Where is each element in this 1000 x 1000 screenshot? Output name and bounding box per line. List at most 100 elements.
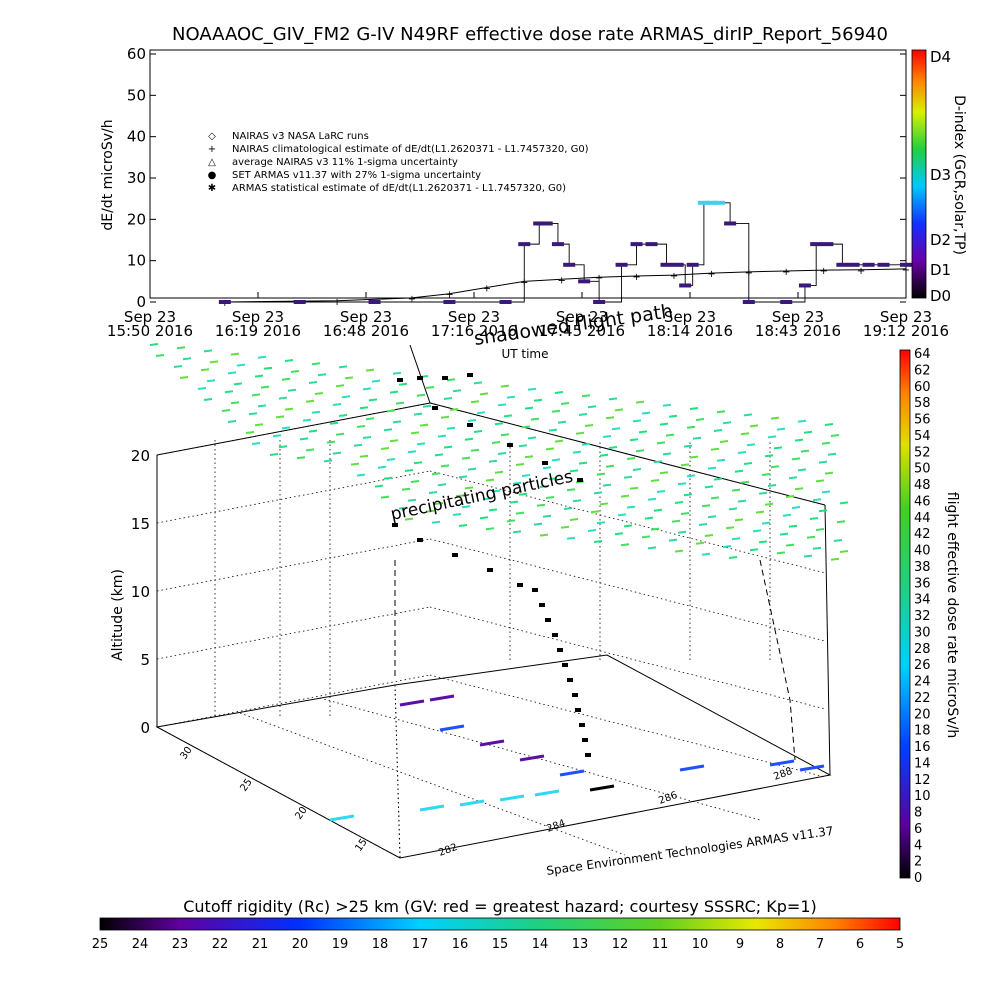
- precip-mark: [461, 505, 471, 509]
- floor-grid: [239, 712, 626, 856]
- legend-symbol: ●: [208, 170, 217, 181]
- precip-mark: [593, 540, 603, 543]
- precip-mark: [791, 457, 801, 461]
- precip-mark: [482, 497, 492, 501]
- precip-mark: [803, 554, 813, 558]
- precip-mark: [641, 535, 651, 539]
- track-point: [532, 588, 538, 592]
- precip-mark: [431, 472, 441, 476]
- precip-mark: [272, 434, 282, 438]
- precip-mark: [527, 387, 537, 391]
- precip-mark: [356, 425, 366, 428]
- precip-mark: [512, 530, 522, 534]
- precip-mark: [533, 398, 543, 402]
- nairas-point: +: [483, 284, 491, 295]
- precip-mark: [227, 420, 237, 423]
- precip-mark: [425, 386, 435, 389]
- precip-mark: [182, 357, 192, 361]
- rc-tick-label: 6: [856, 937, 864, 952]
- rc-tick-label: 21: [252, 937, 269, 952]
- precip-mark: [572, 450, 582, 454]
- precip-mark: [230, 401, 240, 405]
- precip-mark: [722, 545, 732, 548]
- dose-tick-label: 42: [914, 527, 931, 542]
- ground-track: [329, 694, 825, 822]
- track-point: [442, 376, 448, 380]
- precip-mark: [173, 365, 183, 368]
- track-point: [542, 461, 548, 465]
- ground-track-mark: [479, 739, 505, 747]
- precip-mark: [572, 499, 582, 503]
- dose-tick-label: 40: [914, 544, 931, 559]
- precip-mark: [500, 433, 510, 437]
- precip-mark: [251, 442, 261, 445]
- precip-mark: [629, 486, 639, 490]
- cutoff-rigidity-colorbar: [99, 917, 901, 931]
- precip-mark: [548, 428, 558, 432]
- precip-mark: [203, 398, 213, 401]
- rc-tick-label: 18: [372, 937, 389, 952]
- precip-mark: [674, 501, 684, 504]
- precip-mark: [269, 453, 279, 456]
- track-point: [432, 406, 438, 410]
- precip-mark: [782, 513, 792, 517]
- precip-mark: [410, 480, 420, 483]
- precip-mark: [374, 484, 384, 488]
- altitude-tick-label: 5: [140, 651, 150, 669]
- precip-mark: [731, 537, 741, 541]
- longitude-tick-label: 288: [772, 766, 794, 783]
- top-y-axis: 0 10 20 30 40 50 60: [127, 45, 906, 311]
- rc-tick-label: 23: [172, 937, 189, 952]
- precip-mark: [470, 448, 480, 452]
- precip-mark: [515, 511, 525, 515]
- top-y-tick-label: 30: [127, 169, 146, 187]
- nairas-point: +: [707, 269, 715, 280]
- precip-mark: [560, 402, 570, 405]
- armas-point: [847, 262, 860, 267]
- precip-mark: [287, 388, 297, 392]
- precip-mark: [365, 368, 375, 372]
- precip-mark: [809, 517, 819, 520]
- precip-mark: [818, 509, 828, 513]
- precip-mark: [605, 464, 615, 468]
- precip-mark: [518, 444, 528, 448]
- top-x-tick-label-date: Sep 23: [880, 308, 932, 326]
- precip-mark: [245, 431, 255, 434]
- precip-mark: [830, 557, 840, 561]
- precip-mark: [290, 370, 300, 373]
- precip-mark: [566, 488, 576, 492]
- top-x-tick-label-date: Sep 23: [124, 308, 176, 326]
- precip-mark: [578, 461, 588, 465]
- legend-symbol: ◇: [208, 131, 216, 142]
- dose-tick-label: 20: [914, 707, 931, 722]
- precip-mark: [521, 474, 531, 477]
- d-index-colorbar: [911, 49, 927, 299]
- ground-track-mark: [439, 724, 465, 732]
- precip-mark: [338, 414, 348, 417]
- altitude-grid-left: [156, 606, 431, 660]
- precip-mark: [317, 373, 327, 377]
- top-x-tick-label-time: 17:16 2016: [431, 322, 517, 340]
- precip-mark: [749, 424, 759, 428]
- dose-tick-label: 10: [914, 789, 931, 804]
- top-x-axis-label: UT time: [501, 347, 548, 361]
- precip-mark: [830, 434, 840, 437]
- d-index-tick-label: D2: [930, 231, 951, 249]
- dose-tick-label: 34: [914, 593, 931, 608]
- precip-mark: [776, 551, 786, 555]
- precip-mark: [203, 349, 213, 353]
- precip-mark: [257, 355, 267, 359]
- credit-label: Space Environment Technologies ARMAS v11…: [545, 824, 834, 878]
- precip-mark: [260, 385, 270, 389]
- floor-grid: [394, 684, 401, 859]
- precip-mark: [422, 404, 432, 408]
- precip-mark: [473, 430, 483, 433]
- precip-mark: [680, 463, 690, 467]
- rc-tick-label: 12: [612, 937, 629, 952]
- precip-mark: [677, 530, 687, 534]
- top-legend: ◇ NAIRAS v3 NASA LaRC runs + NAIRAS climato…: [208, 131, 589, 194]
- precip-mark: [704, 534, 714, 537]
- precip-mark: [455, 494, 465, 498]
- top-x-tick-label-time: 18:43 2016: [755, 322, 841, 340]
- precip-mark: [338, 365, 348, 369]
